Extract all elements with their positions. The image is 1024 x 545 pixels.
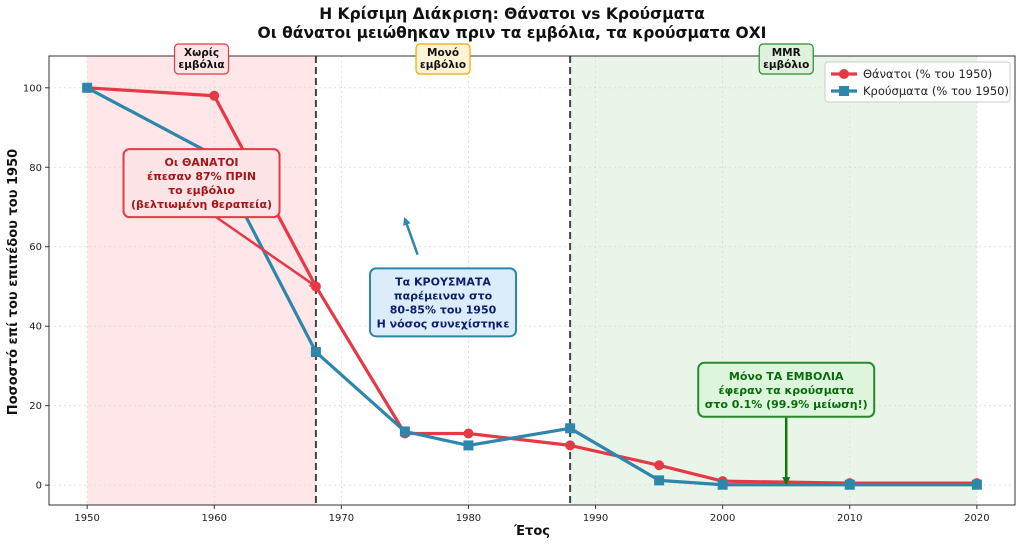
legend-marker-0	[839, 69, 849, 79]
legend-marker-1	[839, 86, 849, 96]
series-1-point-9	[971, 479, 982, 490]
legend: Θάνατοι (% του 1950) Κρούσματα (% του 195…	[824, 61, 1011, 103]
annotation-box-0	[122, 148, 281, 219]
region-2	[570, 56, 977, 505]
series-1-point-4	[463, 440, 474, 451]
series-0-point-6	[654, 460, 665, 471]
annotation-box-2	[697, 361, 876, 418]
y-tick-label-20: 20	[29, 401, 42, 412]
x-axis-label: Έτος	[513, 524, 550, 539]
chart-subtitle: Οι θάνατοι μειώθηκαν πριν τα εμβόλια, τα…	[258, 24, 767, 42]
legend-frame	[824, 61, 1011, 103]
legend-label-1: Κρούσματα (% του 1950)	[863, 84, 1009, 98]
y-tick-label-0: 0	[36, 481, 42, 492]
regions-layer	[87, 56, 977, 505]
series-1-point-0	[82, 82, 93, 93]
x-tick-label-1970: 1970	[329, 513, 354, 524]
x-tick-label-1980: 1980	[456, 513, 481, 524]
annotation-box-1	[369, 267, 518, 338]
legend-label-0: Θάνατοι (% του 1950)	[863, 67, 992, 81]
x-tick-label-1960: 1960	[202, 513, 227, 524]
period-box-2	[758, 43, 814, 75]
x-tick-label-2020: 2020	[964, 513, 989, 524]
x-tick-label-1950: 1950	[74, 513, 99, 524]
series-1-point-7	[717, 479, 728, 490]
x-tick-label-2000: 2000	[710, 513, 735, 524]
y-tick-label-60: 60	[29, 242, 42, 253]
annotation-1: Τα ΚΡΟΥΣΜΑΤΑ παρέμειναν στο 80-85% του 195…	[369, 217, 518, 338]
region-0	[87, 56, 316, 505]
y-axis-label: Ποσοστό επί του επιπέδου του 1950	[6, 149, 21, 415]
y-tick-label-40: 40	[29, 322, 42, 333]
period-label-1: Μονό εμβόλιο	[420, 47, 466, 71]
x-tick-label-2010: 2010	[837, 513, 862, 524]
period-label-0: Χωρίς εμβόλια	[178, 47, 224, 71]
ticks-layer: 1950 1960 1970 1980 1990 2000 2010 2020 0 20 40 60 8…	[23, 83, 990, 524]
series-1-point-2	[310, 347, 321, 358]
annotation-layer: Οι ΘΑΝΑΤΟΙ έπεσαν 87% ΠΡΙΝ το εμβόλιο (βελτ…	[122, 148, 876, 486]
series-0-point-1	[209, 90, 220, 101]
chart-title: Η Κρίσιμη Διάκριση: Θάνατοι vs Κρούσματα	[319, 5, 705, 23]
period-box-0	[173, 43, 230, 75]
y-tick-label-80: 80	[29, 163, 42, 174]
annotation-arrow-1	[403, 217, 419, 256]
period-layer: Χωρίς εμβόλια Μονό εμβόλιο MMR εμβόλιο	[173, 43, 814, 75]
series-1-point-5	[565, 423, 576, 434]
annotation-2: Μόνο ΤΑ ΕΜΒΟΛΙΑ έφεραν τα κρούσματα στο 0.…	[697, 361, 876, 486]
annotation-text-0: Οι ΘΑΝΑΤΟΙ έπεσαν 87% ΠΡΙΝ το εμβόλιο (βελτ…	[131, 156, 272, 211]
series-1-point-6	[654, 475, 665, 486]
x-tick-label-1990: 1990	[583, 513, 608, 524]
annotation-text-1: Τα ΚΡΟΥΣΜΑΤΑ παρέμειναν στο 80-85% του 195…	[377, 275, 510, 330]
annotation-0: Οι ΘΑΝΑΤΟΙ έπεσαν 87% ΠΡΙΝ το εμβόλιο (βελτ…	[122, 148, 318, 288]
series-1-point-8	[844, 479, 855, 490]
period-label-2: MMR εμβόλιο	[763, 47, 809, 71]
annotation-arrow-0	[200, 205, 318, 288]
y-tick-label-100: 100	[23, 83, 42, 94]
plot-frame	[48, 55, 1016, 506]
series-0-point-5	[565, 440, 576, 451]
period-box-1	[415, 43, 471, 75]
series-0-point-4	[463, 428, 474, 439]
series-1-point-3	[399, 426, 410, 437]
annotation-text-2: Μόνο ΤΑ ΕΜΒΟΛΙΑ έφεραν τα κρούσματα στο 0.…	[705, 370, 868, 411]
